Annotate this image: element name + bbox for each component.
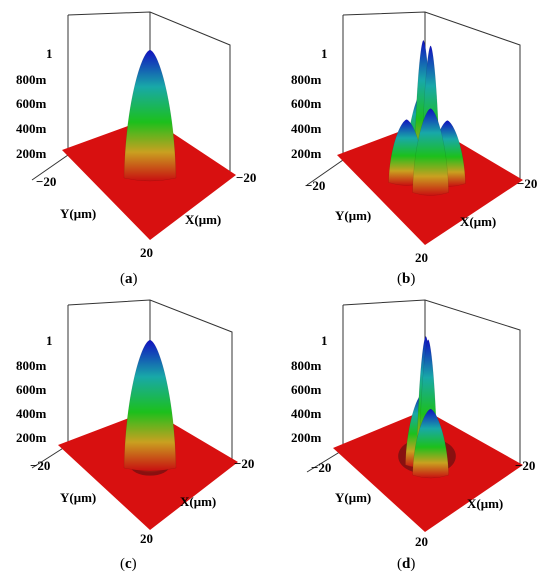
panel-a-zticks-600: 600m [16,96,47,111]
panel-d-zticks-400: 400m [291,406,322,421]
panel-c-surface [123,339,177,476]
panel-a-ytick-start: −20 [36,174,56,189]
panel-d-zticks-1: 1 [321,333,328,348]
panel-d-ytick-start: −20 [311,460,331,475]
panel-d-ytick-end: 20 [415,534,428,549]
panel-b-caption-letter: b [402,271,410,287]
panel-c-ytick-start: −20 [30,458,50,473]
panel-b-zticks-400: 400m [291,121,322,136]
panel-b-zticks-1: 1 [321,46,328,61]
panel-b-peak-3 [412,108,449,196]
panel-c-xtick-start: −20 [234,456,254,471]
panel-c-zticks-1: 1 [46,333,53,348]
panel-a-ytick-end: 20 [140,245,153,260]
panel-d-caption: (d) [397,556,415,572]
panel-c: 1 800m 600m 400m 200m −20 −20 Y(μm) X(μm… [16,299,254,572]
panel-b: 1 800m 600m 400m 200m −20 −20 Y(μm) X(μm… [291,11,537,287]
panel-c-zticks-800: 800m [16,358,47,373]
panel-c-ytick-end: 20 [140,531,153,546]
panel-c-caption-letter: c [125,556,132,572]
panel-a-xlabel: X(μm) [185,212,221,227]
panel-b-ylabel: Y(μm) [335,208,371,223]
panel-d-zticks-600: 600m [291,382,322,397]
panel-c-zticks-200: 200m [16,430,47,445]
panel-b-zticks-200: 200m [291,146,322,161]
panel-b-xlabel: X(μm) [460,214,496,229]
panel-d: 1 800m 600m 400m 200m −20 −20 Y(μm) X(μm… [291,299,535,572]
panel-c-zticks-600: 600m [16,382,47,397]
panel-b-xtick-start: −20 [517,176,537,191]
panel-b-ytick-end: 20 [415,250,428,265]
panel-a-zticks-400: 400m [16,121,47,136]
panel-d-zticks-200: 200m [291,430,322,445]
panel-d-ylabel: Y(μm) [335,490,371,505]
panel-d-xlabel: X(μm) [467,496,503,511]
panel-d-xtick-start: −20 [515,458,535,473]
panel-c-xlabel: X(μm) [180,494,216,509]
panel-c-zticks-400: 400m [16,406,47,421]
panel-b-surface [388,39,466,196]
panel-a-xtick-start: −20 [236,170,256,185]
panel-a-zticks-200: 200m [16,146,47,161]
panel-a-caption: (a) [120,271,138,287]
panel-c-ylabel: Y(μm) [60,490,96,505]
panel-b-zticks-600: 600m [291,96,322,111]
panel-d-surface [398,336,456,479]
panel-c-caption: (c) [120,556,137,572]
panel-a-zticks-1: 1 [46,46,53,61]
panel-a-caption-letter: a [125,271,133,287]
panel-a-ylabel: Y(μm) [60,206,96,221]
panel-a-zticks-800: 800m [16,72,47,87]
panel-d-zticks-800: 800m [291,358,322,373]
panel-a-surface [123,49,177,182]
panel-d-peak-3 [412,408,449,479]
panel-a: 1 800m 600m 400m 200m −20 −20 Y(μm) X(μm… [16,11,256,287]
panel-b-zticks-800: 800m [291,72,322,87]
panel-b-ytick-start: −20 [305,178,325,193]
panel-a-peak-0 [123,49,177,182]
panel-d-caption-letter: d [402,556,411,572]
panel-b-caption: (b) [397,271,415,287]
panel-c-peak-0 [123,339,177,472]
